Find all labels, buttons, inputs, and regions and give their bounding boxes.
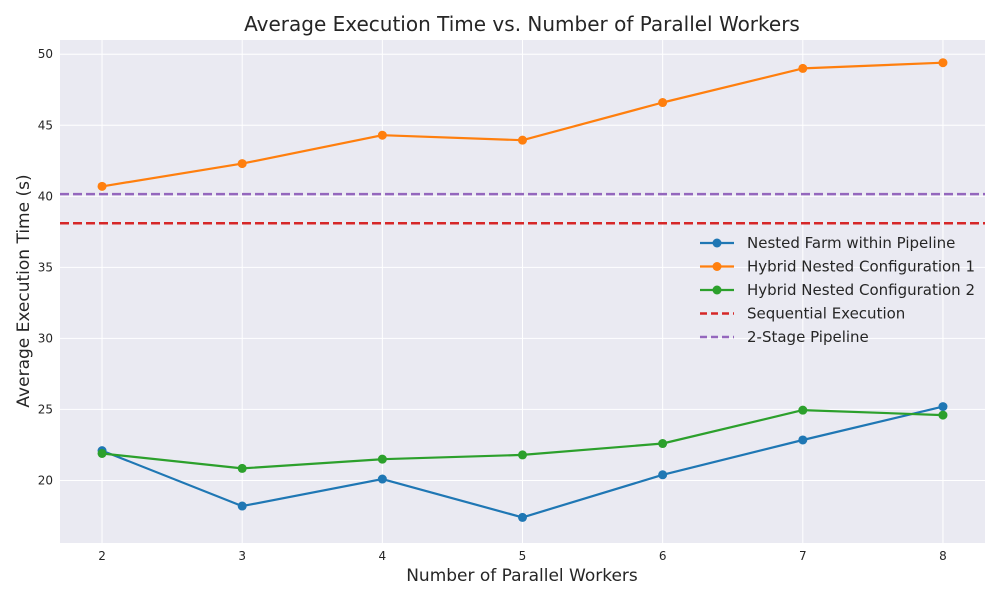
- data-point: [938, 402, 948, 412]
- data-point: [377, 474, 387, 484]
- data-point: [97, 181, 107, 191]
- legend-label: Hybrid Nested Configuration 1: [747, 258, 975, 276]
- legend-label: Nested Farm within Pipeline: [747, 234, 955, 252]
- legend-marker: [712, 238, 722, 248]
- x-tick-label: 4: [379, 549, 387, 563]
- data-point: [237, 463, 247, 473]
- chart-title: Average Execution Time vs. Number of Par…: [244, 12, 800, 36]
- legend-marker: [712, 262, 722, 271]
- data-point: [377, 454, 387, 464]
- data-point: [518, 135, 527, 145]
- data-point: [658, 98, 668, 108]
- x-tick-label: 3: [238, 549, 246, 563]
- legend: Nested Farm within Pipeline Hybrid Nested…: [700, 234, 975, 346]
- data-point: [798, 63, 808, 73]
- x-axis-label: Number of Parallel Workers: [406, 566, 638, 586]
- legend-label: Sequential Execution: [747, 305, 905, 323]
- y-tick-label: 30: [38, 331, 53, 345]
- y-tick-label: 45: [38, 118, 53, 132]
- y-tick-label: 40: [38, 189, 53, 203]
- x-tick-label: 8: [939, 549, 947, 563]
- data-point: [938, 58, 948, 68]
- y-tick-label: 35: [38, 260, 53, 274]
- data-point: [658, 439, 668, 449]
- grid: [60, 40, 985, 543]
- data-point: [518, 450, 527, 460]
- reference-lines: [60, 192, 985, 225]
- data-point: [97, 448, 107, 458]
- data-point: [798, 405, 808, 415]
- legend-marker: [712, 285, 722, 295]
- data-point: [518, 512, 527, 522]
- x-tick-label: 2: [98, 549, 106, 563]
- legend-label: Hybrid Nested Configuration 2: [747, 281, 975, 299]
- data-point: [237, 501, 247, 511]
- series-group: [97, 58, 948, 522]
- y-tick-label: 25: [38, 402, 53, 416]
- x-tick-label: 7: [799, 549, 807, 563]
- x-tick-label: 6: [659, 549, 667, 563]
- data-point: [658, 470, 668, 480]
- y-tick-label: 20: [38, 473, 53, 487]
- data-point: [237, 159, 247, 169]
- legend-label: 2-Stage Pipeline: [747, 328, 869, 346]
- y-tick-label: 50: [38, 47, 53, 61]
- data-point: [377, 130, 387, 140]
- x-tick-label: 5: [519, 549, 527, 563]
- y-axis-label: Average Execution Time (s): [14, 174, 34, 407]
- data-point: [938, 410, 948, 420]
- data-point: [798, 435, 808, 445]
